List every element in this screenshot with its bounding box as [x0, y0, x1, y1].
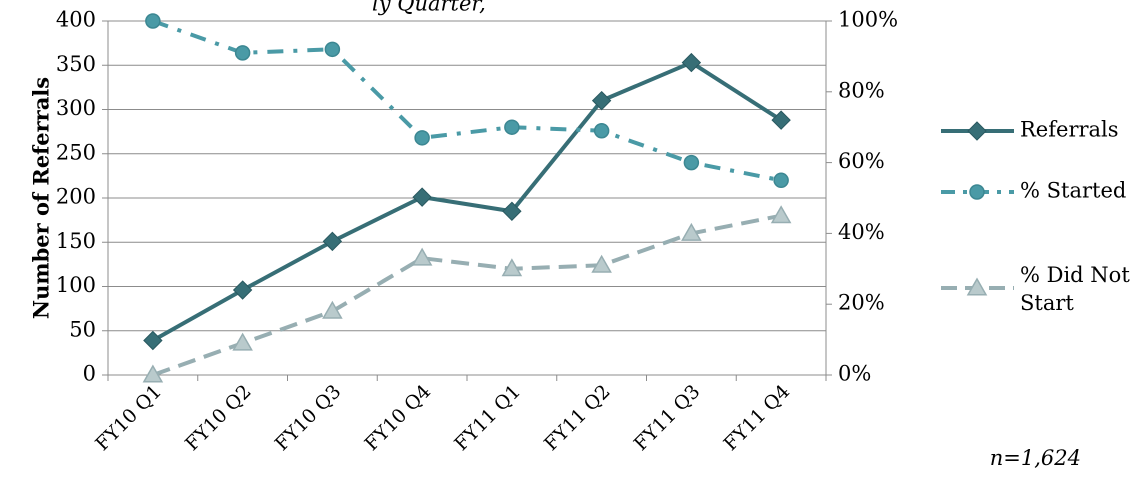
legend-marker-started	[969, 184, 985, 200]
series-layer	[142, 13, 792, 383]
data-point-did-not-start	[142, 364, 164, 383]
chart-title-fragment: ly Quarter,	[372, 0, 486, 16]
data-point-did-not-start	[322, 300, 343, 319]
x-tick-label: FY11 Q2	[540, 381, 615, 456]
axes	[102, 20, 832, 381]
data-point-started	[593, 122, 610, 139]
data-point-did-not-start	[770, 205, 792, 224]
data-point-referrals	[143, 330, 163, 351]
left-y-tick-label: 50	[69, 317, 96, 341]
data-point-did-not-start	[232, 332, 253, 351]
left-y-tick-label: 150	[56, 229, 96, 253]
x-tick-label: FY10 Q3	[271, 381, 346, 456]
left-y-tick-label: 200	[56, 185, 96, 209]
x-tick-label: FY11 Q3	[630, 381, 705, 456]
sample-size-note: n=1,624	[990, 446, 1081, 470]
left-y-tick-label: 350	[56, 52, 96, 76]
data-point-did-not-start	[411, 247, 433, 266]
data-point-started	[773, 172, 789, 189]
data-point-referrals	[412, 187, 432, 207]
data-point-did-not-start	[681, 222, 702, 241]
legend-label: Referrals	[1020, 118, 1119, 142]
x-tick-label: FY10 Q4	[361, 381, 436, 456]
left-y-tick-label: 0	[83, 362, 96, 386]
data-point-started	[145, 13, 161, 29]
x-tick-label: FY10 Q1	[91, 381, 166, 456]
series-line-referrals	[151, 60, 783, 343]
left-y-tick-label: 100	[56, 273, 96, 297]
legend-marker-referrals	[967, 121, 987, 141]
legend-label: % Started	[1020, 179, 1126, 203]
data-point-referrals	[502, 201, 522, 221]
data-point-started	[324, 41, 341, 58]
x-tick-label: FY11 Q1	[450, 381, 525, 456]
data-point-referrals	[681, 52, 702, 73]
right-y-tick-labels: 0% 20% 40% 60% 80% 100%	[838, 8, 898, 386]
data-point-started	[234, 45, 251, 61]
left-y-tick-labels: 0 50 100 150 200 250 300 350 400	[56, 8, 96, 386]
data-point-referrals	[591, 90, 612, 111]
data-point-referrals	[322, 231, 343, 252]
legend-label: % Did Not Start	[1020, 263, 1130, 315]
right-y-tick-label: 40%	[838, 220, 885, 244]
data-point-referrals	[232, 280, 253, 300]
right-y-tick-label: 100%	[838, 8, 898, 32]
x-tick-labels: FY10 Q1 FY10 Q2 FY10 Q3 FY10 Q4 FY11 Q1 FY11 …	[91, 381, 794, 456]
data-point-did-not-start	[501, 258, 523, 277]
right-y-tick-label: 60%	[838, 149, 885, 173]
data-point-did-not-start	[591, 254, 612, 273]
left-y-tick-label: 250	[56, 140, 96, 164]
data-point-started	[414, 130, 430, 146]
left-y-tick-label: 400	[56, 8, 96, 32]
x-tick-label: FY10 Q2	[181, 381, 256, 456]
data-point-started	[504, 119, 520, 135]
series-line-started	[152, 19, 782, 183]
legend: Referrals % Started % Did Not Start	[941, 118, 1130, 315]
right-y-tick-label: 20%	[838, 291, 885, 315]
data-point-started	[683, 154, 700, 171]
legend-marker-did-not-start	[966, 277, 988, 296]
right-y-tick-label: 0%	[838, 362, 871, 386]
data-point-referrals	[771, 110, 791, 130]
x-tick-label: FY11 Q4	[720, 381, 795, 456]
right-y-tick-label: 80%	[838, 78, 885, 102]
series-line-did-not-start	[152, 213, 782, 377]
left-y-tick-label: 300	[56, 96, 96, 120]
y-axis-label: Number of Referrals	[29, 77, 54, 319]
gridlines	[108, 20, 826, 376]
